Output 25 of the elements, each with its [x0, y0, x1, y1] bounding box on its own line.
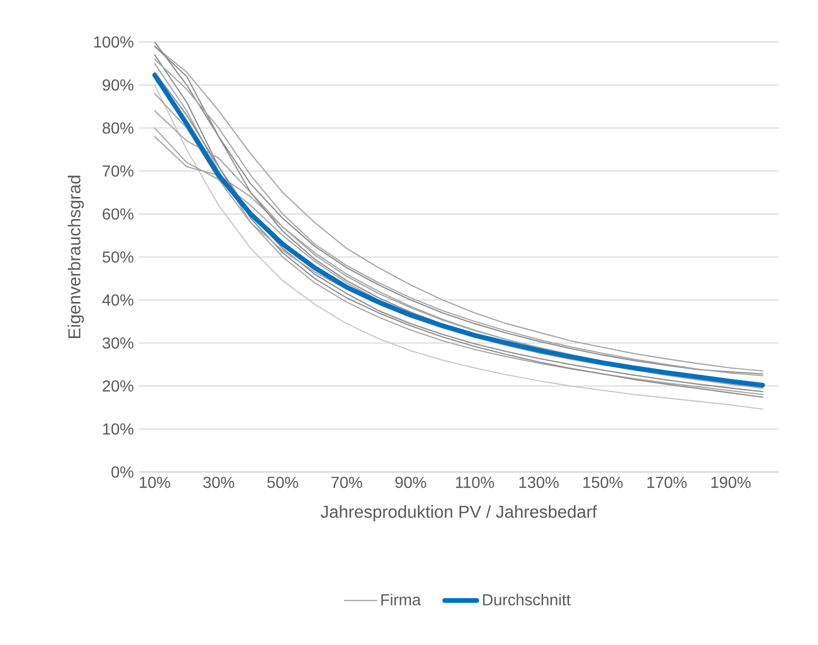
x-tick-label: 190%	[711, 476, 751, 488]
y-tick-label: 0%	[111, 466, 134, 478]
x-axis-title: Jahresproduktion PV / Jahresbedarf	[320, 505, 597, 522]
y-tick-label: 100%	[94, 36, 134, 48]
y-tick-label: 50%	[102, 251, 134, 263]
x-tick-label: 30%	[203, 476, 234, 488]
x-tick-label: 10%	[140, 476, 170, 488]
y-tick-label: 60%	[102, 208, 134, 220]
x-tick-label: 110%	[456, 476, 494, 488]
x-tick-label: 50%	[267, 476, 298, 488]
y-tick-label: 40%	[102, 294, 134, 306]
legend-label: Durchschnitt	[483, 594, 571, 606]
y-tick-label: 70%	[102, 165, 134, 177]
y-tick-label: 80%	[102, 122, 134, 134]
x-tick-label: 90%	[395, 476, 426, 488]
legend-label: Firma	[381, 594, 421, 606]
x-tick-label: 70%	[331, 476, 362, 488]
x-tick-label: 150%	[583, 476, 623, 488]
x-tick-label: 170%	[647, 476, 687, 488]
y-tick-label: 10%	[103, 423, 134, 435]
y-tick-label: 20%	[102, 380, 134, 392]
x-tick-label: 130%	[519, 476, 559, 488]
y-tick-label: 90%	[102, 79, 134, 91]
y-axis-title: Eigenverbrauchsgrad	[68, 176, 84, 338]
y-tick-label: 30%	[102, 337, 134, 349]
